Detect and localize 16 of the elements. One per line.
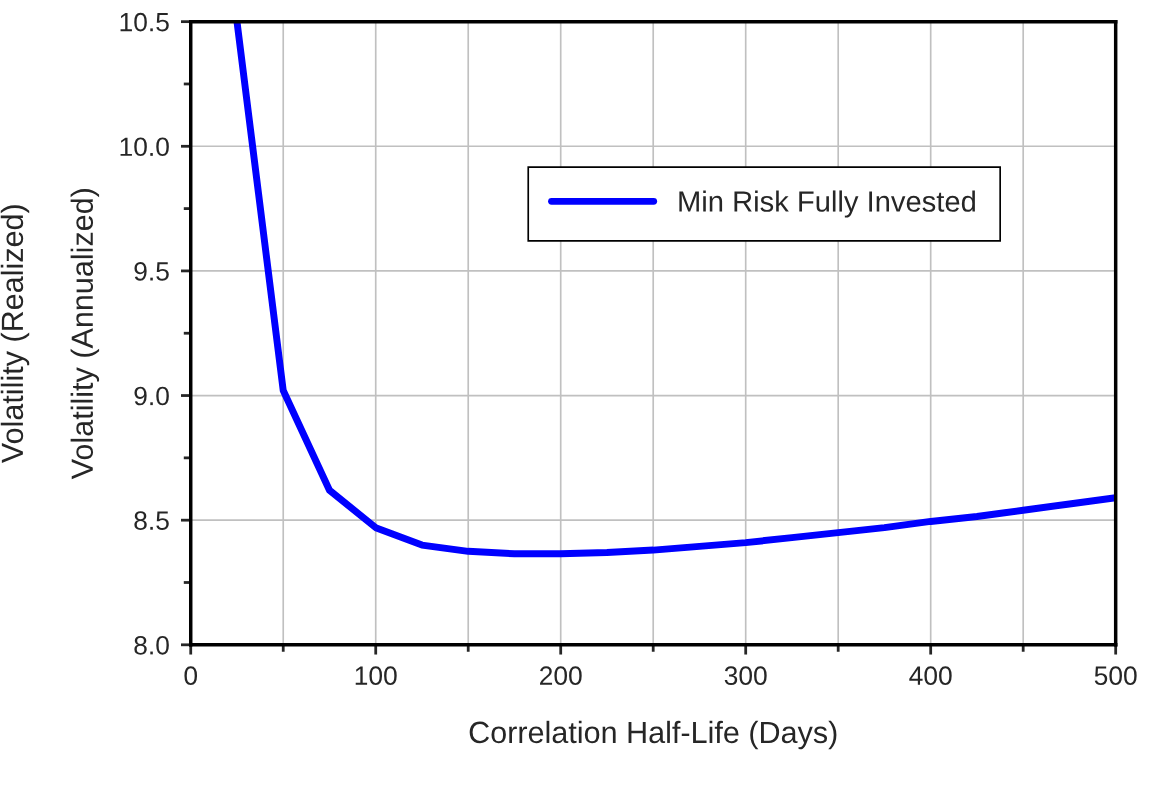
x-tick-label: 500 bbox=[1094, 666, 1137, 686]
y-tick-label: 9.5 bbox=[134, 262, 169, 281]
text: Volatility (Realized) bbox=[0, 205, 30, 464]
legend-label: Min Risk Fully Invested bbox=[679, 190, 975, 218]
x-tick-label: 100 bbox=[355, 666, 397, 686]
x-tick-label: 400 bbox=[909, 666, 952, 686]
x-tick-label: 0 bbox=[184, 666, 198, 686]
y-tick-label: 8.5 bbox=[134, 511, 169, 530]
y-axis-title: Volatility (Annualized) bbox=[70, 189, 100, 480]
y-tick-label: 8.0 bbox=[134, 635, 169, 655]
y-tick-label: 10.5 bbox=[120, 12, 169, 32]
x-tick-label: 300 bbox=[724, 666, 767, 686]
x-axis-title: Correlation Half-Life (Days) bbox=[469, 720, 837, 750]
y-tick-label: 10.0 bbox=[120, 137, 169, 157]
y-tick-label: 9.0 bbox=[134, 386, 169, 406]
x-tick-label: 200 bbox=[540, 666, 582, 686]
